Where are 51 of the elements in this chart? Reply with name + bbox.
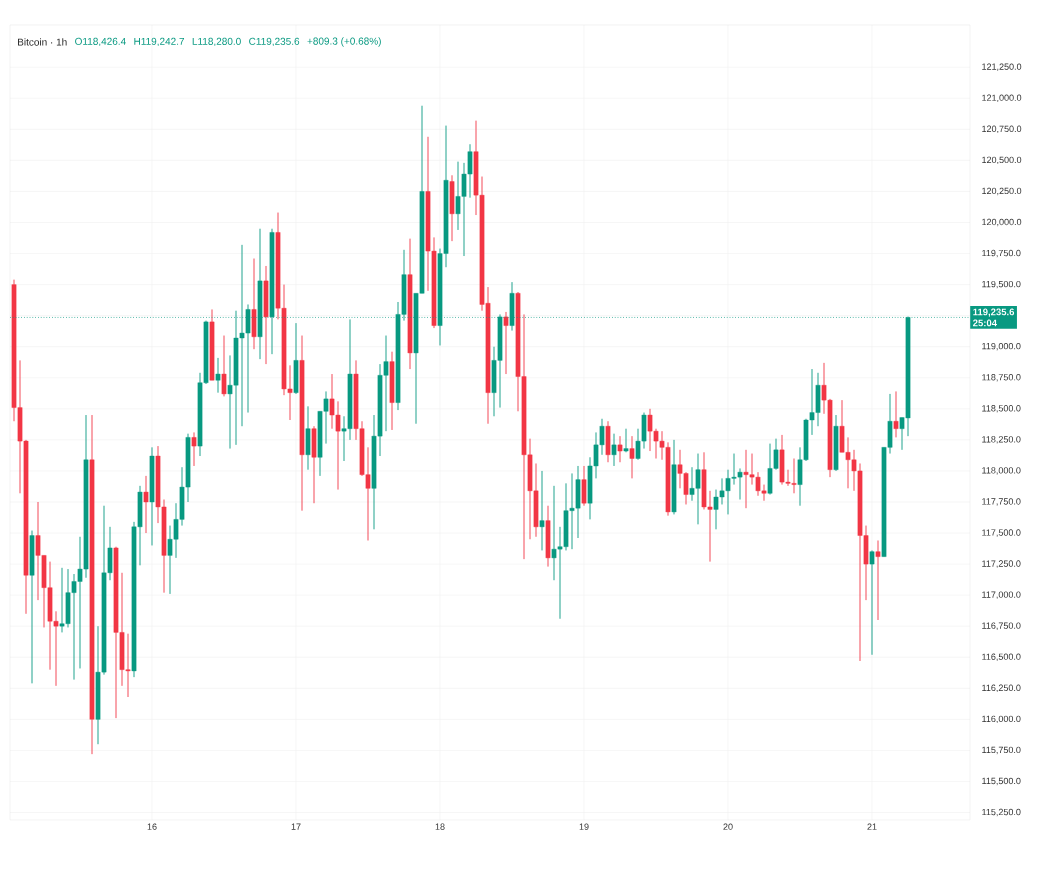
candlestick: [875, 540, 881, 621]
y-tick-label: 121,250.0: [982, 63, 1022, 71]
annotation: H119,242.7: [134, 37, 185, 47]
x-tick-label: 21: [867, 823, 877, 830]
y-tick-label: 120,250.0: [982, 187, 1022, 196]
annotation: C119,235.6: [249, 37, 300, 47]
y-tick-label: 121,000.0: [982, 94, 1022, 102]
x-tick-label: 17: [291, 823, 301, 830]
y-tick-label: 117,250.0: [982, 560, 1021, 568]
candlestick: [221, 335, 227, 397]
y-tick-label: 115,250.0: [982, 808, 1021, 817]
text: Bitcoin · 1h: [18, 38, 67, 46]
y-tick-label: 118,250.0: [982, 436, 1021, 444]
y-tick-label: 120,000.0: [982, 218, 1022, 227]
ref-line-label: 119,235.6: [973, 308, 1015, 317]
y-tick-label: 118,000.0: [982, 467, 1021, 475]
y-tick-label: 119,750.0: [982, 249, 1021, 258]
candlestick: [581, 465, 587, 507]
y-tick-label: 120,750.0: [982, 125, 1022, 134]
x-tick-label: 18: [435, 823, 445, 830]
y-tick-label: 117,750.0: [982, 498, 1021, 506]
y-tick-label: 117,500.0: [982, 529, 1021, 537]
candlestick: [869, 549, 875, 656]
y-tick-label: 117,000.0: [982, 591, 1021, 599]
x-tick-label: 16: [147, 823, 157, 830]
y-tick-label: 116,000.0: [982, 715, 1021, 724]
annotation: O118,426.4: [75, 37, 126, 47]
y-tick-label: 118,500.0: [982, 405, 1021, 413]
candlestick: [617, 435, 623, 463]
candlestick: [143, 475, 149, 534]
y-tick-label: 119,500.0: [982, 280, 1021, 289]
candlestick: [215, 357, 221, 394]
text: 25:04: [973, 319, 997, 327]
annotation: L118,280.0: [192, 37, 241, 47]
candlestick: [893, 390, 899, 438]
candlestick: [503, 311, 509, 375]
y-tick-label: 115,750.0: [982, 746, 1021, 755]
candlestick: [539, 470, 545, 551]
y-tick-label: 116,750.0: [982, 622, 1021, 630]
x-tick-label: 20: [723, 823, 733, 830]
annotation: +809.3 (+0.68%): [307, 37, 381, 47]
candlestick: [629, 435, 635, 479]
candlestick: [611, 433, 617, 467]
y-tick-label: 120,500.0: [982, 156, 1022, 165]
y-tick-label: 115,500.0: [982, 777, 1021, 786]
y-tick-label: 118,750.0: [982, 374, 1021, 382]
y-tick-label: 116,500.0: [982, 653, 1021, 661]
x-tick-label: 19: [579, 823, 589, 830]
y-tick-label: 116,250.0: [982, 684, 1021, 693]
candlestick: [191, 431, 197, 467]
y-tick-label: 119,000.0: [982, 342, 1021, 351]
